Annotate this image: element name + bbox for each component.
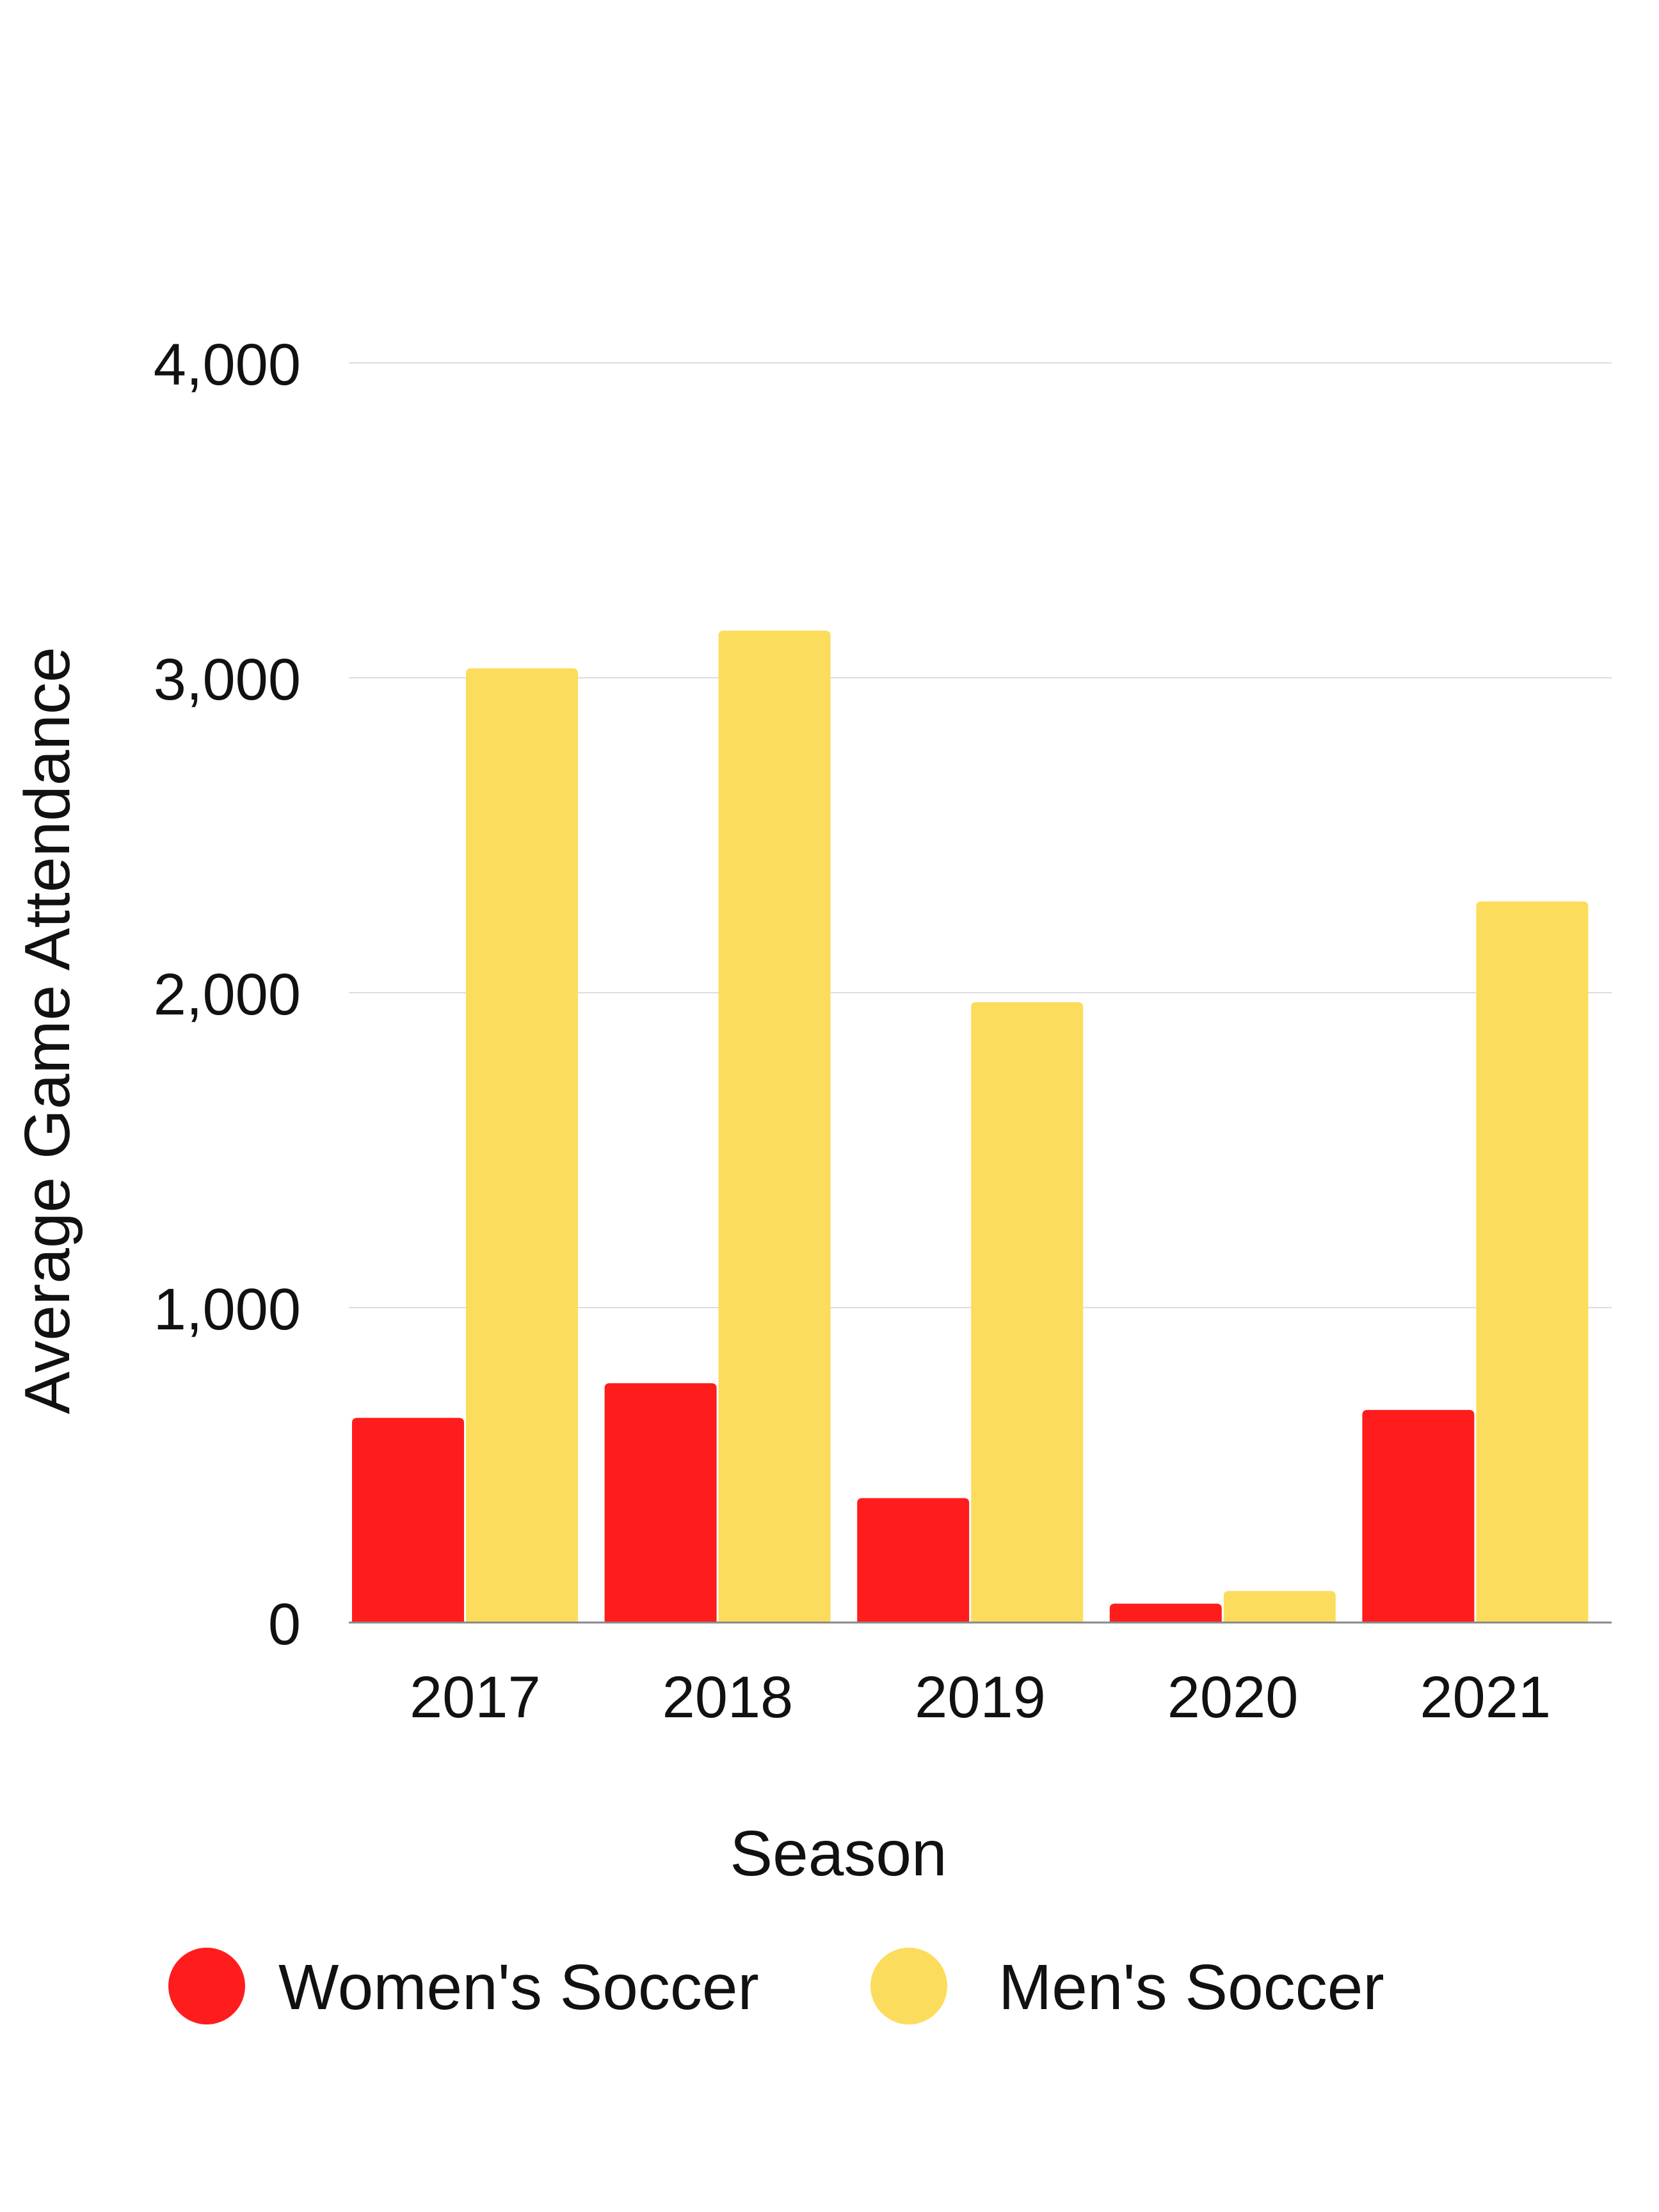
x-tick-label: 2021: [1420, 1665, 1551, 1730]
x-axis-title: Season: [730, 1818, 947, 1889]
bars: [352, 630, 1589, 1623]
x-tick-label: 2018: [662, 1665, 794, 1730]
y-tick-label: 2,000: [154, 962, 301, 1027]
y-axis-title: Average Game Attendance: [12, 647, 83, 1415]
y-axis-ticks: 0 1,000 2,000 3,000 4,000: [154, 332, 301, 1657]
legend-swatch-womens: [168, 1948, 245, 2024]
legend: Women's Soccer Men's Soccer: [168, 1948, 1384, 2024]
bar-mens-2020: [1223, 1591, 1336, 1623]
bar-mens-2021: [1476, 901, 1589, 1623]
bar-womens-2021: [1362, 1409, 1475, 1623]
x-axis-ticks: 2017 2018 2019 2020 2021: [410, 1665, 1551, 1730]
bar-womens-2020: [1109, 1603, 1222, 1623]
bar-mens-2017: [466, 668, 578, 1623]
y-tick-label: 4,000: [154, 332, 301, 397]
bar-mens-2019: [971, 1002, 1084, 1623]
y-tick-label: 0: [268, 1592, 301, 1657]
legend-swatch-mens: [870, 1948, 947, 2024]
bar-womens-2017: [352, 1418, 464, 1623]
x-tick-label: 2020: [1167, 1665, 1299, 1730]
x-tick-label: 2019: [915, 1665, 1046, 1730]
bar-womens-2018: [604, 1383, 717, 1623]
bar-mens-2018: [718, 630, 831, 1623]
y-tick-label: 1,000: [154, 1277, 301, 1342]
y-tick-label: 3,000: [154, 647, 301, 712]
legend-label-mens: Men's Soccer: [998, 1952, 1384, 2023]
legend-label-womens: Women's Soccer: [278, 1952, 759, 2023]
bar-womens-2019: [857, 1498, 970, 1623]
x-tick-label: 2017: [410, 1665, 541, 1730]
